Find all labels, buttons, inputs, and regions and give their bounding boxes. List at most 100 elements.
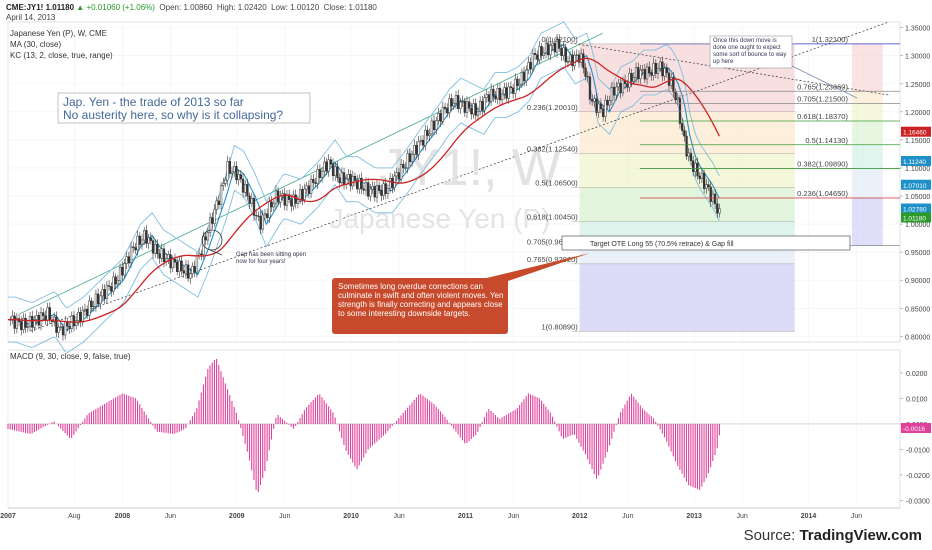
price-change: +0.01060 (+1.06%)	[86, 3, 155, 12]
candle-body	[566, 61, 570, 63]
candle-body	[92, 306, 95, 308]
candle-body	[564, 47, 567, 63]
candle-body	[608, 100, 611, 106]
price-badge	[901, 179, 931, 190]
price-tick-label: 0.85000	[905, 306, 930, 313]
candle-body	[24, 317, 27, 328]
candle-body	[448, 98, 451, 114]
candle-body	[430, 120, 434, 135]
price-badge	[901, 203, 931, 214]
fib-left-label: 0.618(1.00450)	[527, 213, 578, 222]
candle-body	[140, 239, 144, 245]
candle-body	[112, 276, 115, 292]
candle-body	[268, 201, 271, 218]
candle-body	[143, 230, 146, 241]
candle-body	[279, 195, 282, 203]
indicator-kc[interactable]: KC (13, 2, close, true, range)	[10, 51, 113, 60]
candle-body	[435, 120, 438, 131]
candle-body	[404, 167, 407, 169]
candle-body	[75, 320, 78, 327]
candle-body	[540, 46, 543, 56]
candle-body	[186, 264, 190, 279]
candle-body	[42, 312, 45, 317]
candle-body	[61, 326, 65, 336]
candle-body	[28, 316, 32, 328]
candle-body	[424, 129, 427, 146]
macd-tick-label: -0.0300	[906, 498, 930, 505]
target-note: Target OTE Long 55 (70.5% retrace) & Gap…	[590, 241, 734, 248]
candle-body	[529, 62, 532, 70]
candle-body	[522, 72, 526, 82]
time-tick-label: 2010	[343, 513, 359, 520]
candle-body	[700, 172, 704, 179]
candle-body	[380, 190, 383, 196]
high-label: High:	[216, 3, 236, 12]
candle-body	[378, 185, 381, 191]
candle-body	[189, 273, 192, 279]
candle-body	[294, 194, 297, 204]
candle-body	[77, 312, 80, 321]
candle-body	[145, 230, 148, 244]
candle-body	[259, 215, 262, 230]
candle-body	[353, 175, 357, 181]
candle-body	[138, 235, 141, 245]
candle-body	[309, 179, 313, 194]
candle-body	[551, 42, 554, 46]
candle-body	[590, 99, 594, 102]
candle-body	[656, 68, 660, 74]
candle-body	[283, 193, 286, 206]
candle-body	[597, 103, 600, 113]
fib-left-label: 1(0.80890)	[542, 322, 579, 331]
candle-body	[351, 175, 354, 187]
candle-body	[125, 256, 128, 264]
watermark-name: Japanese Yen (P)	[329, 203, 550, 234]
gap-circle	[201, 229, 223, 251]
price-badge-label: 1.01180	[903, 215, 926, 222]
candle-body	[553, 42, 556, 53]
candle-body	[72, 315, 76, 327]
source-credit[interactable]: Source: TradingView.com	[744, 527, 922, 544]
indicator-ma[interactable]: MA (30, close)	[10, 40, 62, 49]
candle-body	[577, 54, 581, 63]
candle-body	[373, 186, 376, 198]
candle-body	[468, 101, 471, 109]
open-value: 1.00860	[183, 3, 213, 12]
candle-body	[413, 145, 416, 155]
candle-body	[582, 53, 585, 69]
candle-body	[204, 236, 207, 241]
candle-body	[53, 316, 56, 322]
up-arrow-icon: ▲	[76, 3, 85, 12]
close-value: 1.01180	[348, 3, 377, 12]
price-tick-label: 1.20000	[905, 110, 930, 117]
callout-box	[332, 278, 508, 334]
candle-body	[338, 177, 341, 184]
fib-left-label: 0(1.32100)	[542, 35, 579, 44]
time-tick-label: 2009	[229, 513, 245, 520]
candle-body	[516, 78, 519, 86]
fib-right-band	[851, 91, 883, 104]
indicator-title[interactable]: Japanese Yen (P), W, CME	[10, 29, 107, 38]
candle-body	[285, 194, 289, 206]
fib-right-label: 0.618(1.18370)	[797, 112, 848, 121]
candle-body	[626, 83, 629, 88]
candle-body	[246, 184, 249, 197]
candle-body	[230, 171, 234, 174]
candle-body	[593, 98, 596, 102]
candle-body	[498, 88, 502, 101]
candle-body	[252, 198, 256, 216]
time-tick-label: 2008	[115, 513, 131, 520]
candle-body	[428, 133, 431, 136]
candle-body	[312, 179, 315, 183]
fib-right-label: 0.765(1.23660)	[797, 82, 848, 91]
candle-body	[681, 123, 684, 131]
indicator-macd[interactable]: MACD (9, 30, close, 9, false, true)	[10, 352, 131, 361]
trendline-down	[562, 41, 889, 96]
macd-tick-label: 0.0200	[906, 371, 928, 378]
candle-body	[154, 244, 157, 254]
candle-body	[105, 285, 109, 299]
candle-body	[713, 193, 717, 204]
candle-body	[670, 77, 673, 86]
candle-body	[237, 174, 240, 181]
price-badge-label: 1.16460	[903, 130, 927, 137]
candle-body	[652, 62, 655, 76]
